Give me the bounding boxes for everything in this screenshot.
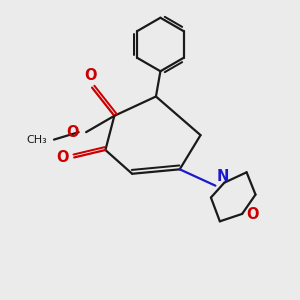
Text: O: O bbox=[56, 150, 69, 165]
Text: N: N bbox=[217, 169, 229, 184]
Text: O: O bbox=[247, 207, 259, 222]
Text: CH₃: CH₃ bbox=[27, 135, 47, 145]
Text: O: O bbox=[84, 68, 97, 83]
Text: O: O bbox=[66, 125, 79, 140]
